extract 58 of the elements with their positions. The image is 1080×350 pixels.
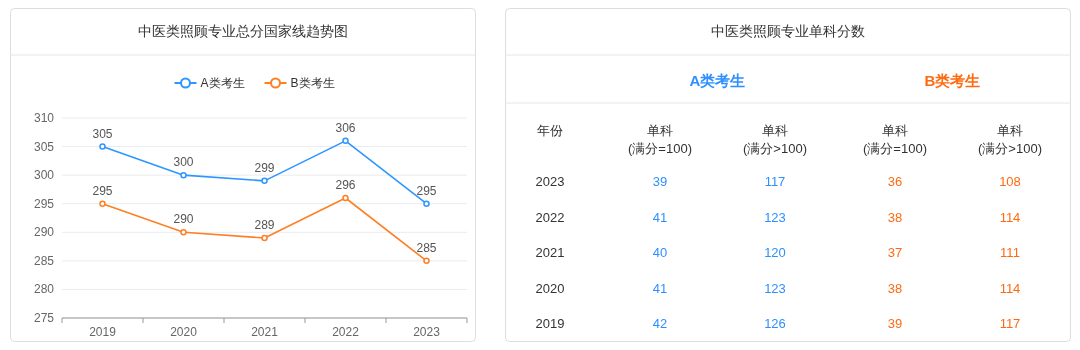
data-label: 126 — [764, 316, 786, 331]
data-label: 111 — [1000, 245, 1020, 260]
data-label: 306 — [335, 120, 356, 135]
data-label: 300 — [173, 155, 194, 170]
data-label: 285 — [416, 240, 437, 255]
data-label: 123 — [764, 280, 786, 296]
data-label: 42 — [652, 316, 668, 331]
x-tick-label: 2020 — [170, 325, 198, 339]
chart-title: 中医类照顾专业单科分数 — [711, 23, 865, 39]
data-label: 38 — [887, 280, 903, 296]
data-label: 39 — [887, 316, 903, 331]
y-tick-label: 305 — [33, 139, 55, 154]
x-tick-label: 单科 (满分>100) — [743, 123, 807, 156]
y-tick-label: 300 — [33, 168, 55, 183]
legend-label: A类考生 — [200, 76, 245, 90]
y-tick-label: 2022 — [535, 209, 565, 225]
y-tick-label: 275 — [33, 311, 55, 325]
x-tick-label: 2021 — [251, 325, 279, 339]
data-label: 295 — [416, 183, 437, 198]
data-label: 120 — [764, 245, 786, 260]
text: A类考生 — [689, 72, 746, 89]
x-tick-label: 2019 — [89, 325, 117, 339]
data-label: 295 — [92, 183, 113, 198]
data-label: 296 — [335, 178, 356, 192]
y-tick-label: 295 — [33, 196, 55, 211]
data-label: 36 — [887, 174, 903, 189]
y-tick-label: 280 — [33, 282, 55, 297]
x-tick-label: 2023 — [413, 325, 441, 339]
data-label: 289 — [254, 218, 275, 232]
data-label: 108 — [999, 174, 1021, 189]
data-label: 40 — [652, 245, 668, 260]
data-label: 123 — [764, 209, 786, 225]
x-tick-label: 单科 (满分>100) — [978, 123, 1042, 156]
data-label: 114 — [999, 280, 1021, 296]
y-tick-label: 285 — [33, 253, 55, 268]
x-tick-label: 单科 (满分=100) — [628, 123, 692, 156]
data-label: 114 — [999, 209, 1021, 225]
legend-label: B类考生 — [290, 76, 335, 90]
y-tick-label: 2020 — [535, 280, 565, 296]
x-tick-label: 单科 (满分=100) — [863, 123, 927, 156]
data-label: 290 — [173, 212, 194, 227]
y-tick-label: 310 — [33, 111, 55, 125]
data-label: 305 — [92, 126, 113, 141]
chart-title: 中医类照顾专业总分国家线趋势图 — [138, 23, 348, 39]
data-label: 117 — [999, 316, 1021, 331]
data-label: 41 — [652, 209, 668, 225]
y-tick-label: 2023 — [535, 174, 565, 189]
data-label: 37 — [887, 245, 903, 260]
x-tick-label: 2022 — [332, 325, 360, 339]
y-tick-label: 290 — [33, 225, 55, 240]
data-label: 41 — [652, 280, 668, 296]
text: B类考生 — [924, 72, 981, 89]
data-label: 117 — [764, 174, 786, 189]
data-label: 39 — [652, 174, 668, 189]
data-label: 38 — [887, 209, 903, 225]
data-label: 299 — [254, 160, 275, 175]
y-tick-label: 2021 — [535, 245, 565, 260]
y-axis-title: 年份 — [537, 123, 563, 138]
